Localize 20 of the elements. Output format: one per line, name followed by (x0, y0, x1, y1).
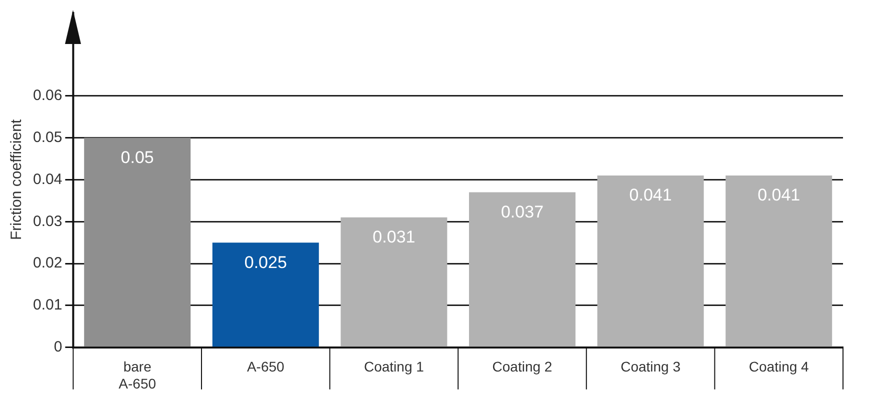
x-tick-label: bare A-650 (118, 358, 156, 392)
data-label: 0.041 (758, 186, 800, 205)
x-tick-label: Coating 1 (364, 358, 424, 375)
data-label: 0.037 (500, 202, 544, 222)
x-tick-label: Coating 2 (492, 358, 552, 375)
data-label: 0.031 (372, 228, 416, 247)
y-tick-label: 0.02 (32, 254, 62, 272)
y-tick-label: 0.04 (32, 170, 62, 188)
y-tick-label: 0 (54, 338, 62, 356)
x-tick-label: Coating 4 (748, 358, 810, 375)
y-tick-label: 0.05 (32, 128, 62, 146)
data-label: 0.041 (629, 186, 672, 205)
y-tick-label: 0.06 (32, 86, 62, 104)
x-tick-label: Coating 3 (620, 358, 681, 375)
data-label: 0.025 (244, 252, 287, 272)
x-tick-label: A-650 (246, 358, 285, 375)
y-axis-title: Friction coefficient (8, 118, 26, 240)
data-label: 0.05 (120, 148, 154, 167)
y-tick-label: 0.03 (32, 212, 62, 230)
y-tick-label: 0.01 (32, 296, 62, 314)
